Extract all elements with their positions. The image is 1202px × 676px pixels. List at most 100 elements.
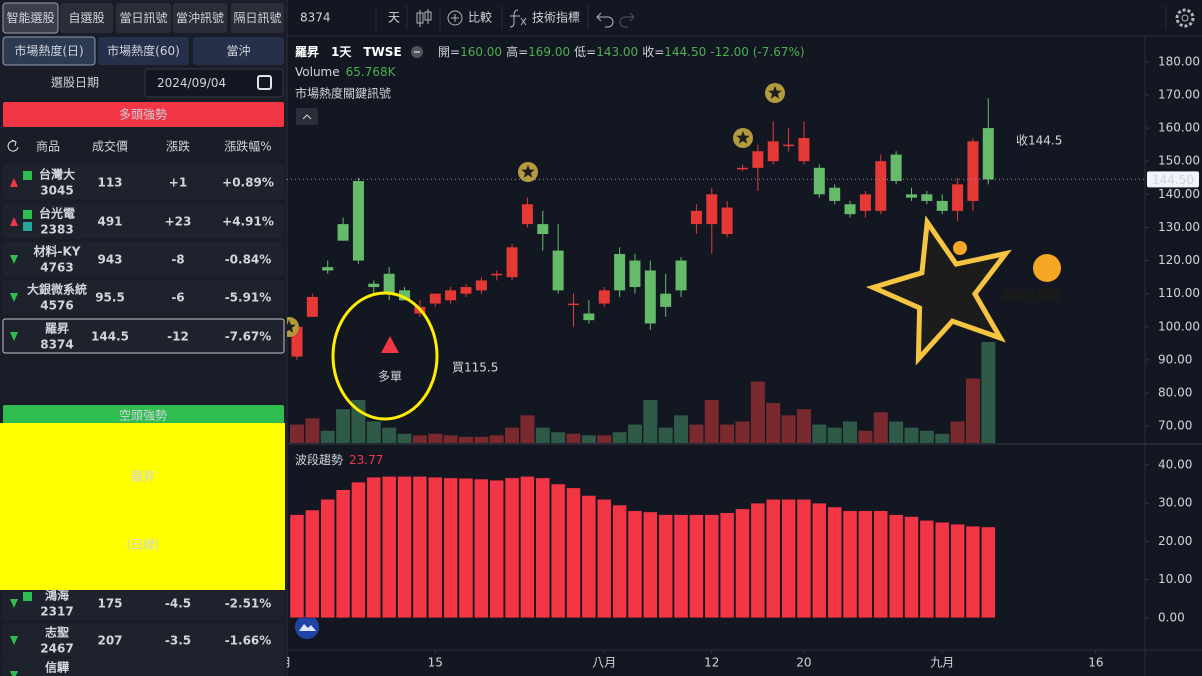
stock-name: 志聖 (45, 625, 69, 640)
candle-body (506, 247, 518, 278)
subtab-button[interactable] (193, 37, 284, 65)
stock-code: 2317 (40, 605, 73, 619)
y-tick-label: 170.00 (1158, 87, 1200, 101)
indicator-bar (427, 476, 443, 619)
tab-button[interactable] (2, 2, 59, 34)
candle-body (644, 270, 656, 324)
calendar-icon[interactable] (257, 75, 272, 90)
volume-bar (320, 430, 335, 443)
volume-bar (597, 435, 612, 443)
y-tick-label: 180.00 (1158, 54, 1200, 68)
stock-pct: +0.89% (222, 176, 274, 190)
volume-bar (551, 432, 566, 443)
logo-text: 股市大富翁 (999, 289, 1062, 303)
stock-row[interactable] (3, 204, 284, 238)
indicator-bar (335, 489, 351, 619)
stock-code: 2383 (40, 223, 73, 237)
stock-price: 491 (97, 215, 122, 229)
symbol: 8374 (300, 11, 331, 25)
compare-button[interactable]: 比較 (468, 10, 492, 25)
x-tick-label: 16 (1088, 656, 1103, 670)
undo-icon[interactable] (596, 12, 614, 28)
indicator-bar (381, 476, 397, 619)
volume-bar (919, 430, 934, 443)
tab-button[interactable] (116, 3, 171, 33)
volume-name: Volume (295, 65, 340, 79)
volume-bar (412, 435, 427, 443)
candle-body (460, 287, 472, 294)
indicator-bar (504, 477, 520, 619)
indicators-icon[interactable] (509, 9, 527, 28)
ohlc-values: 開=160.00 高=169.00 低=143.00 收=144.50 -12.00 (… (438, 44, 805, 59)
direction-arrow (10, 636, 18, 645)
stock-row[interactable] (3, 658, 284, 676)
indicator-bar (289, 514, 305, 619)
date-input[interactable] (144, 68, 284, 98)
bear-header (3, 405, 284, 427)
stock-row[interactable] (3, 242, 284, 276)
compare-icon[interactable] (447, 10, 463, 26)
indicator-bar (566, 487, 581, 619)
subtab-button[interactable] (98, 37, 189, 65)
candle-body (706, 194, 718, 225)
volume-bar (689, 424, 704, 443)
y-tick-label: 100.00 (1158, 319, 1200, 333)
candle-body (337, 224, 349, 241)
volume-bar (704, 400, 719, 443)
indicator-bar (858, 510, 873, 619)
volume-bar (827, 427, 842, 443)
highlight-circle (331, 291, 439, 421)
stock-row[interactable] (3, 165, 284, 199)
stock-change: -4.5 (165, 597, 191, 611)
annotation: 多單 (378, 370, 402, 384)
volume-bar (382, 427, 397, 443)
indicator-bar (827, 506, 842, 619)
subtab-button[interactable] (2, 36, 96, 66)
tab-button[interactable] (231, 3, 284, 33)
logo-coin (1033, 254, 1061, 282)
indicator-bar (581, 495, 597, 619)
direction-arrow (10, 671, 18, 676)
settings-icon[interactable] (1175, 8, 1195, 28)
collapse-button[interactable] (296, 108, 318, 125)
volume-bar (873, 412, 888, 443)
tab-button[interactable] (60, 3, 113, 33)
x-tick-label: 15 (428, 656, 443, 670)
subtab-label: 市場熱度(60) (107, 43, 180, 58)
indicator-name: 波段趨勢 (295, 452, 343, 467)
ohlc-value: 169.00 (528, 45, 570, 59)
tab-label: 當沖訊號 (176, 10, 224, 25)
redo-icon[interactable] (619, 12, 635, 28)
signal-star-glyph (521, 164, 535, 178)
volume-bar (612, 432, 627, 443)
stock-row[interactable] (2, 318, 285, 354)
stock-row[interactable] (3, 623, 284, 657)
indicators-button[interactable]: 技術指標 (532, 10, 580, 25)
volume-bar (796, 409, 811, 443)
volume-bar (904, 427, 919, 443)
candle-body (844, 204, 856, 215)
stock-row[interactable] (3, 586, 284, 620)
stock-name: 羅昇 (45, 322, 69, 336)
stock-price: 943 (97, 253, 122, 267)
logo-star (865, 215, 1012, 366)
candle-style-icon[interactable] (416, 9, 432, 27)
volume-bar (443, 435, 458, 443)
y-tick-label: 0.00 (1158, 610, 1185, 624)
volume-value: 65.768K (346, 65, 397, 79)
stock-code: 4576 (40, 299, 73, 313)
tab-button[interactable] (173, 3, 227, 33)
ohlc-value: 160.00 (460, 45, 502, 59)
ohlc-value: 143.00 (596, 45, 638, 59)
refresh-icon[interactable] (7, 139, 19, 152)
y-tick-label: 20.00 (1158, 534, 1192, 548)
stock-price: 113 (97, 176, 122, 190)
stock-code: 8374 (40, 338, 73, 352)
stock-row[interactable] (3, 280, 284, 314)
candle-body (629, 260, 641, 288)
interval-button[interactable]: 天 (388, 11, 400, 25)
indicator-bar (658, 514, 673, 619)
direction-arrow (10, 217, 18, 226)
indicator-bar (520, 476, 535, 619)
